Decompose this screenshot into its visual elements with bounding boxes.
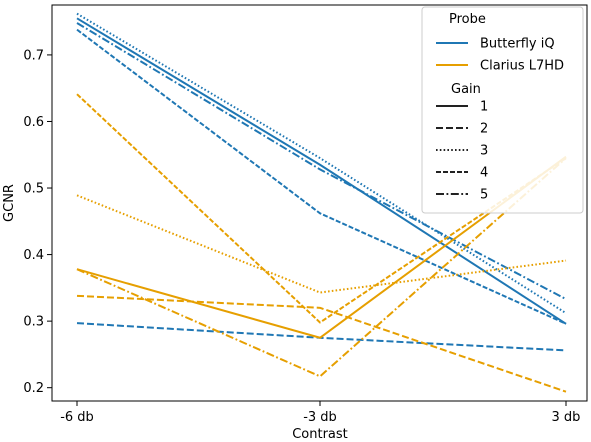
- y-tick-label: 0.2: [23, 381, 44, 396]
- legend-label: Butterfly iQ: [480, 37, 555, 52]
- x-tick-label: -6 db: [60, 410, 94, 425]
- legend-hue-title: Probe: [449, 12, 486, 27]
- y-tick-label: 0.7: [23, 48, 44, 63]
- legend-label: 2: [480, 122, 488, 137]
- series-line: [76, 194, 567, 294]
- series-line: [76, 157, 567, 378]
- legend-style-title: Gain: [451, 82, 481, 97]
- series-layer: [76, 12, 567, 393]
- y-axis-label: GCNR: [2, 184, 17, 222]
- series-line: [76, 93, 567, 324]
- legend-box: [421, 6, 584, 214]
- legend-label: Clarius L7HD: [480, 59, 564, 74]
- y-tick-label: 0.5: [23, 182, 44, 197]
- series-line: [76, 22, 567, 301]
- legend-label: 1: [480, 100, 488, 115]
- series-line: [76, 294, 567, 393]
- legend-label: 4: [480, 166, 488, 181]
- series-line: [76, 12, 567, 314]
- axes-layer: -6 db -3 db 3 db 0.2 0.3 0.4 0.5 0.6 0.7: [23, 48, 580, 425]
- legend-label: 3: [480, 144, 488, 159]
- legend-label: 5: [480, 188, 488, 203]
- series-line: [76, 155, 567, 339]
- y-tick-label: 0.3: [23, 315, 44, 330]
- y-tick-label: 0.6: [23, 115, 44, 130]
- y-tick-label: 0.4: [23, 248, 44, 263]
- series-line: [76, 28, 567, 325]
- x-tick-label: -3 db: [303, 410, 337, 425]
- x-axis-label: Contrast: [292, 427, 348, 442]
- x-tick-label: 3 db: [552, 410, 581, 425]
- legend: Probe Gain Butterfly iQ Clarius L7HD 1 2 3 4 5: [421, 6, 584, 214]
